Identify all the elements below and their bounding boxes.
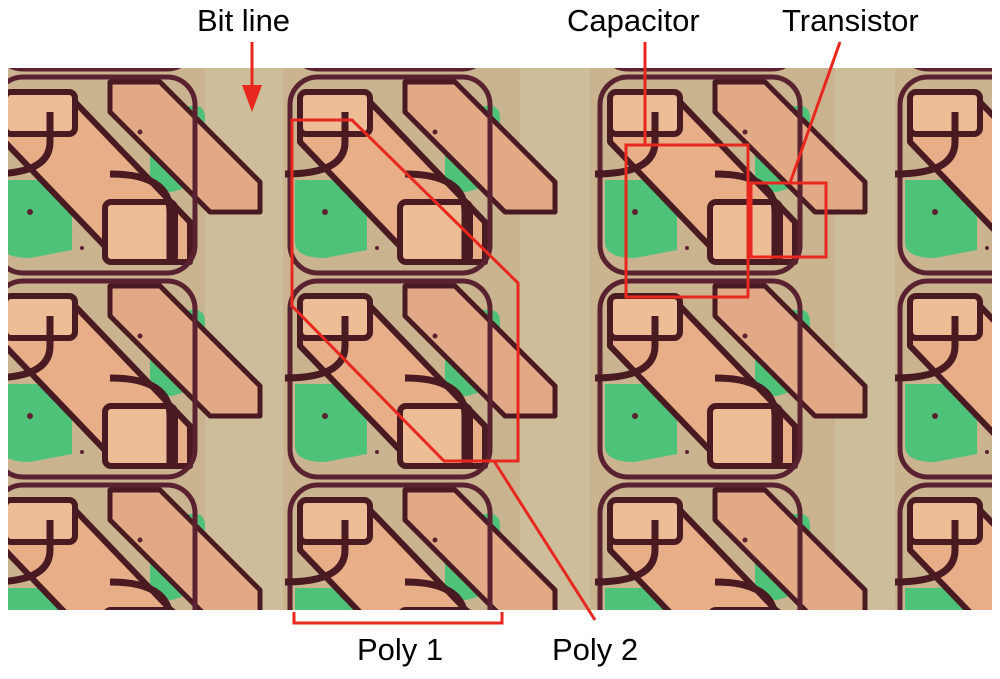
bit-line-arrowhead (242, 85, 262, 112)
poly1-bracket (292, 612, 504, 625)
transistor-pointer (788, 41, 842, 184)
poly2-label: Poly 2 (552, 632, 639, 667)
poly2-outline (290, 118, 520, 463)
poly1-label: Poly 1 (357, 632, 444, 667)
transistor-box (749, 181, 828, 259)
capacitor-label: Capacitor (567, 3, 700, 38)
annotation-overlay (242, 41, 842, 625)
transistor-label: Transistor (782, 3, 919, 38)
bit-line-label: Bit line (197, 3, 291, 38)
poly2-pointer (492, 460, 597, 621)
capacitor-box (624, 143, 750, 299)
